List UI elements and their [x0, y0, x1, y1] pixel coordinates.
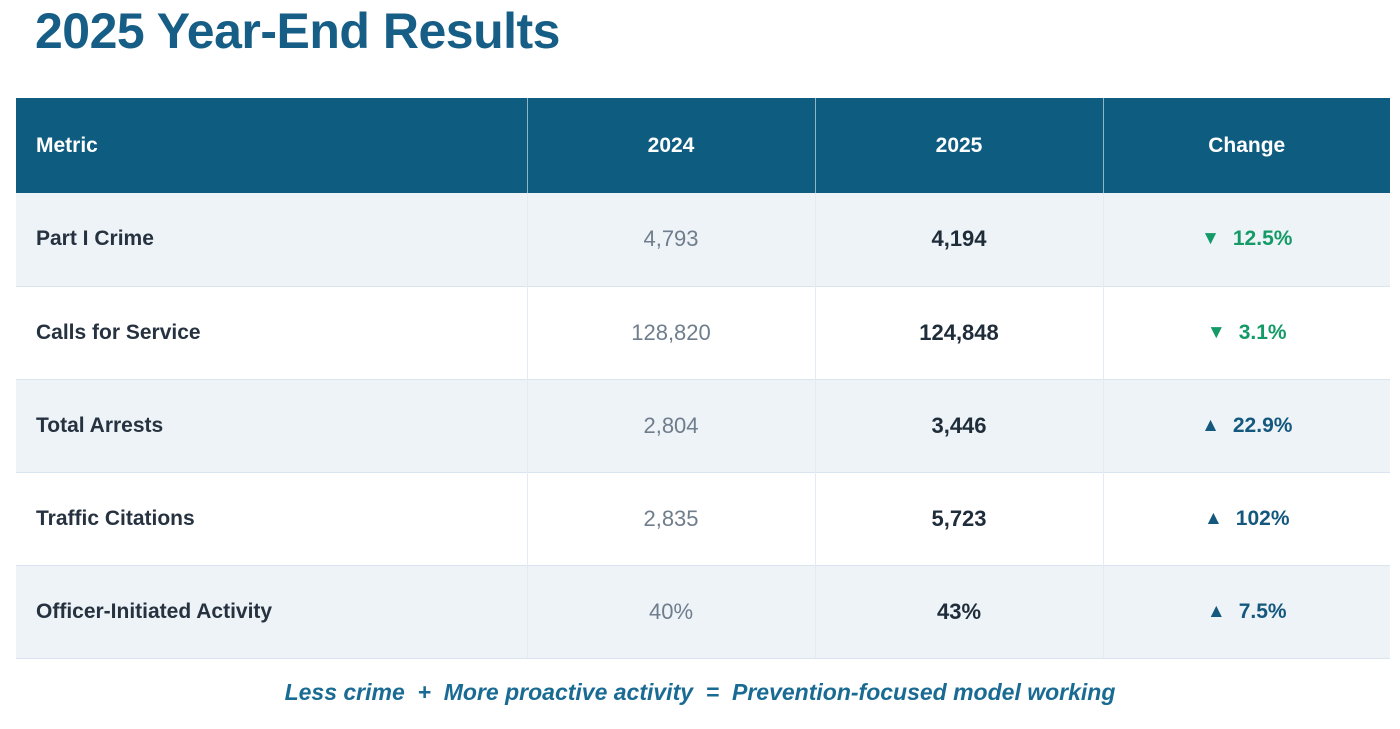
change-value: 22.9%	[1232, 413, 1293, 437]
table-row-traffic-citations: Traffic Citations 2,835 5,723 ▲ 102%	[16, 471, 1390, 565]
down-trend-icon: ▼	[1206, 321, 1226, 343]
table-row-calls-for-service: Calls for Service 128,820 124,848 ▼ 3.1%	[16, 285, 1390, 379]
value-2024: 2,835	[526, 471, 815, 565]
table-row-part-i-crime: Part I Crime 4,793 4,194 ▼ 12.5%	[16, 193, 1390, 286]
value-2025: 43%	[814, 564, 1103, 659]
change-value: 12.5%	[1232, 227, 1293, 251]
change-cell: ▲ 22.9%	[1102, 378, 1390, 472]
metric-label: Calls for Service	[16, 285, 527, 379]
column-header-metric: Metric	[16, 98, 527, 193]
metric-label: Traffic Citations	[16, 471, 527, 565]
change-value: 102%	[1235, 506, 1290, 530]
change-cell: ▼ 12.5%	[1102, 193, 1390, 286]
table-row-total-arrests: Total Arrests 2,804 3,446 ▲ 22.9%	[16, 378, 1390, 472]
value-2025: 124,848	[814, 285, 1103, 379]
value-2024: 40%	[526, 564, 815, 659]
column-header-2024: 2024	[526, 98, 815, 193]
footer-tagline: Less crime + More proactive activity = P…	[284, 678, 1116, 705]
table-row-officer-initiated-activity: Officer-Initiated Activity 40% 43% ▲ 7.5%	[16, 564, 1390, 659]
page-title: 2025 Year-End Results	[35, 3, 560, 59]
metric-label: Total Arrests	[16, 378, 527, 472]
value-2024: 2,804	[526, 378, 815, 472]
value-2025: 3,446	[814, 378, 1103, 472]
down-trend-icon: ▼	[1201, 228, 1220, 250]
change-value: 7.5%	[1238, 599, 1287, 623]
results-table: Metric 2024 2025 Change Part I Crime 4,7…	[16, 98, 1390, 659]
change-value: 3.1%	[1238, 320, 1287, 344]
metric-label: Officer-Initiated Activity	[16, 564, 527, 659]
value-2024: 4,793	[526, 193, 815, 286]
table-body: Part I Crime 4,793 4,194 ▼ 12.5% Calls fo…	[16, 193, 1390, 659]
up-trend-icon: ▲	[1203, 507, 1223, 529]
change-cell: ▲ 102%	[1102, 471, 1390, 565]
change-cell: ▼ 3.1%	[1102, 285, 1390, 379]
value-2025: 5,723	[814, 471, 1103, 565]
value-2024: 128,820	[526, 285, 815, 379]
value-2025: 4,194	[814, 193, 1103, 286]
up-trend-icon: ▲	[1206, 600, 1226, 622]
metric-label: Part I Crime	[36, 227, 154, 251]
table-header: Metric 2024 2025 Change	[16, 98, 1390, 193]
table-header-row: Metric 2024 2025 Change	[16, 98, 1390, 193]
column-header-2025: 2025	[814, 98, 1103, 193]
column-header-change: Change	[1102, 98, 1390, 193]
up-trend-icon: ▲	[1201, 414, 1220, 436]
change-cell: ▲ 7.5%	[1102, 564, 1390, 659]
